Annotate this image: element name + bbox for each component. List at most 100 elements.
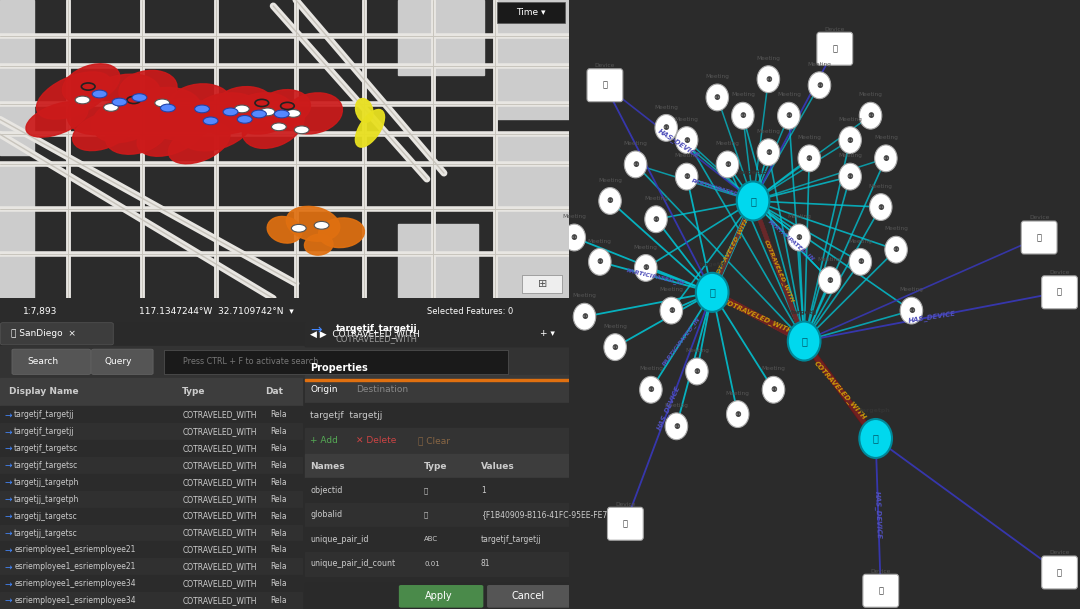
Bar [305, 375, 569, 404]
Text: COTRAVELED_WITH: COTRAVELED_WITH [183, 410, 257, 419]
Text: ⚉: ⚉ [663, 124, 670, 132]
Text: Device: Device [1029, 216, 1050, 220]
Bar [0, 378, 301, 406]
Bar [305, 322, 569, 346]
Circle shape [314, 222, 329, 229]
Bar [0, 524, 301, 541]
Text: Press CTRL + F to activate search: Press CTRL + F to activate search [183, 357, 318, 366]
Text: Values: Values [481, 462, 515, 471]
Text: {F1B40909-B116-41FC-95EE-FE715B4...: {F1B40909-B116-41FC-95EE-FE715B4... [481, 510, 634, 519]
Text: targetjf  targetjj: targetjf targetjj [310, 411, 382, 420]
Text: PARTICIPATED_IN: PARTICIPATED_IN [661, 315, 702, 367]
Circle shape [645, 206, 667, 233]
Ellipse shape [284, 93, 342, 134]
Text: Selected Features: 0: Selected Features: 0 [427, 307, 513, 315]
Text: ⚉: ⚉ [632, 160, 639, 169]
Text: HAS_DEVICE: HAS_DEVICE [907, 309, 956, 324]
Ellipse shape [72, 112, 132, 150]
Text: objectid: objectid [310, 486, 342, 495]
Text: COTRAVELED_WITH: COTRAVELED_WITH [183, 596, 257, 605]
Text: COTRAVELED_WITH: COTRAVELED_WITH [183, 562, 257, 571]
Text: targetjf_targetjj: targetjf_targetjj [14, 410, 75, 419]
Circle shape [252, 110, 267, 118]
Text: →: → [4, 461, 12, 470]
Bar [305, 552, 569, 576]
Circle shape [808, 72, 831, 99]
Text: 📱: 📱 [623, 519, 627, 528]
Bar [305, 322, 569, 346]
Text: Time ▾: Time ▾ [516, 9, 545, 17]
Text: ◀ ▶  COTRAVELED_WITH: ◀ ▶ COTRAVELED_WITH [310, 329, 420, 338]
Text: Meeting: Meeting [623, 141, 648, 146]
Circle shape [573, 303, 596, 330]
Circle shape [706, 84, 729, 111]
Text: ⊞: ⊞ [538, 280, 548, 289]
Ellipse shape [37, 72, 111, 119]
Text: 📱: 📱 [1057, 568, 1062, 577]
Ellipse shape [26, 102, 87, 137]
Text: 🟠: 🟠 [424, 487, 429, 494]
Text: ⚉: ⚉ [652, 215, 660, 224]
Bar [0, 541, 301, 558]
Circle shape [112, 98, 127, 106]
Text: Meeting: Meeting [849, 239, 873, 244]
Text: 👤: 👤 [751, 196, 756, 206]
Bar [0, 592, 301, 609]
Circle shape [787, 322, 821, 361]
Bar [399, 224, 478, 298]
Text: Rela: Rela [270, 444, 287, 453]
Text: Meeting: Meeting [818, 257, 841, 262]
Text: COTRAVELED_WITH: COTRAVELED_WITH [183, 529, 257, 538]
Text: Device: Device [595, 63, 616, 68]
Text: →: → [4, 427, 12, 436]
Ellipse shape [168, 123, 230, 164]
Text: globalid: globalid [310, 510, 342, 519]
Bar [305, 478, 569, 502]
FancyBboxPatch shape [1042, 556, 1078, 589]
FancyBboxPatch shape [588, 69, 623, 102]
Text: targetjj: targetjj [791, 311, 818, 315]
Circle shape [737, 181, 769, 220]
Text: ⚉: ⚉ [785, 111, 793, 120]
Text: HAS_DEVICE: HAS_DEVICE [657, 127, 701, 159]
Ellipse shape [319, 218, 364, 248]
Text: Rela: Rela [270, 427, 287, 436]
Text: 🟩: 🟩 [424, 512, 429, 518]
FancyBboxPatch shape [488, 586, 571, 607]
Circle shape [238, 116, 252, 123]
Text: ⚉: ⚉ [740, 111, 746, 120]
Text: COTRAVELED_WITH: COTRAVELED_WITH [183, 512, 257, 521]
Circle shape [901, 297, 922, 324]
Text: Meeting: Meeting [634, 245, 658, 250]
Circle shape [860, 102, 881, 129]
Circle shape [731, 102, 754, 129]
Text: ABC: ABC [424, 537, 438, 542]
Bar [0, 457, 301, 474]
Text: Device: Device [825, 27, 845, 32]
Text: 117.1347244°W  32.7109742°N  ▾: 117.1347244°W 32.7109742°N ▾ [139, 307, 294, 315]
Text: →: → [4, 495, 12, 504]
FancyBboxPatch shape [523, 275, 562, 293]
Circle shape [604, 334, 626, 361]
Text: Meeting: Meeting [777, 93, 800, 97]
FancyBboxPatch shape [863, 574, 899, 607]
Text: ⚉: ⚉ [765, 148, 772, 157]
Text: ⚉: ⚉ [908, 306, 915, 315]
Ellipse shape [119, 71, 177, 108]
Text: Type: Type [183, 387, 205, 396]
Text: targetph: targetph [861, 408, 891, 413]
Text: Device: Device [1050, 551, 1070, 555]
Text: targetsc: targetsc [739, 171, 768, 175]
Text: Rela: Rela [270, 410, 287, 419]
Text: Rela: Rela [270, 478, 287, 487]
Text: 81: 81 [481, 559, 490, 568]
Circle shape [762, 376, 785, 403]
Text: esriemployee1_esriemployee34: esriemployee1_esriemployee34 [14, 596, 136, 605]
Bar [495, 0, 569, 119]
Text: 📱: 📱 [603, 81, 607, 90]
Text: →: → [4, 546, 12, 554]
Text: Meeting: Meeting [644, 196, 667, 201]
Circle shape [294, 126, 309, 134]
Bar [0, 423, 301, 440]
Text: ⚉: ⚉ [734, 410, 741, 418]
